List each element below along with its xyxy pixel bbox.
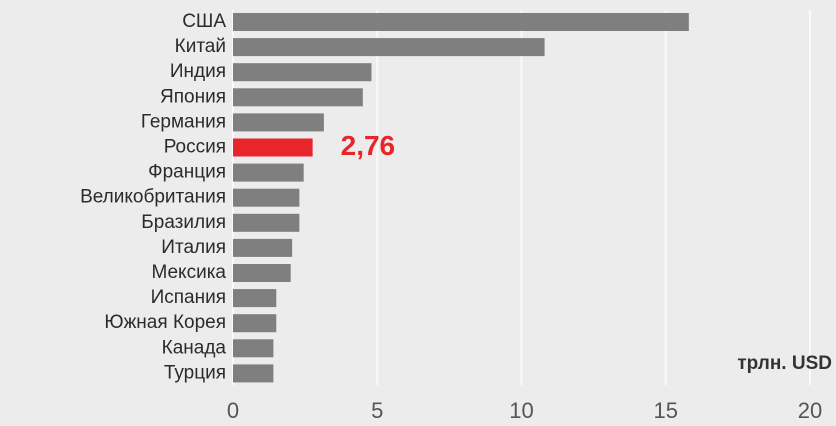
y-tick-label: Япония xyxy=(160,86,226,107)
bar xyxy=(233,88,363,107)
y-tick-label: Германия xyxy=(141,111,226,132)
bar xyxy=(233,138,313,157)
bar xyxy=(233,264,291,282)
bar xyxy=(233,163,304,182)
bar xyxy=(233,188,300,207)
y-tick-label: Индия xyxy=(170,61,226,82)
y-tick-label: Италия xyxy=(161,237,226,258)
y-tick-label: Китай xyxy=(175,36,226,57)
y-tick-label: Мексика xyxy=(151,262,226,283)
value-label: 2,76 xyxy=(341,130,396,161)
unit-label: трлн. USD xyxy=(737,353,832,374)
bar xyxy=(233,63,372,82)
x-tick-label: 10 xyxy=(509,398,533,423)
bar xyxy=(233,289,277,308)
bar xyxy=(233,364,274,383)
y-tick-label: Южная Корея xyxy=(104,312,226,333)
y-tick-label: Испания xyxy=(151,287,226,308)
y-tick-label: Бразилия xyxy=(141,212,226,233)
x-tick-label: 0 xyxy=(227,398,239,423)
y-tick-label: Великобритания xyxy=(80,187,226,208)
y-tick-label: Канада xyxy=(162,337,227,358)
y-tick-label: Франция xyxy=(148,162,226,183)
bar xyxy=(233,113,324,132)
x-tick-label: 15 xyxy=(654,398,678,423)
bar xyxy=(233,13,689,31)
y-tick-label: США xyxy=(182,11,226,32)
x-tick-label: 5 xyxy=(371,398,383,423)
bar xyxy=(233,38,545,57)
bar xyxy=(233,339,274,358)
bar xyxy=(233,213,300,232)
x-tick-label: 20 xyxy=(798,398,822,423)
bar xyxy=(233,314,277,333)
y-tick-label: Турция xyxy=(164,362,226,383)
bar xyxy=(233,238,293,257)
y-tick-label: Россия xyxy=(164,137,226,158)
